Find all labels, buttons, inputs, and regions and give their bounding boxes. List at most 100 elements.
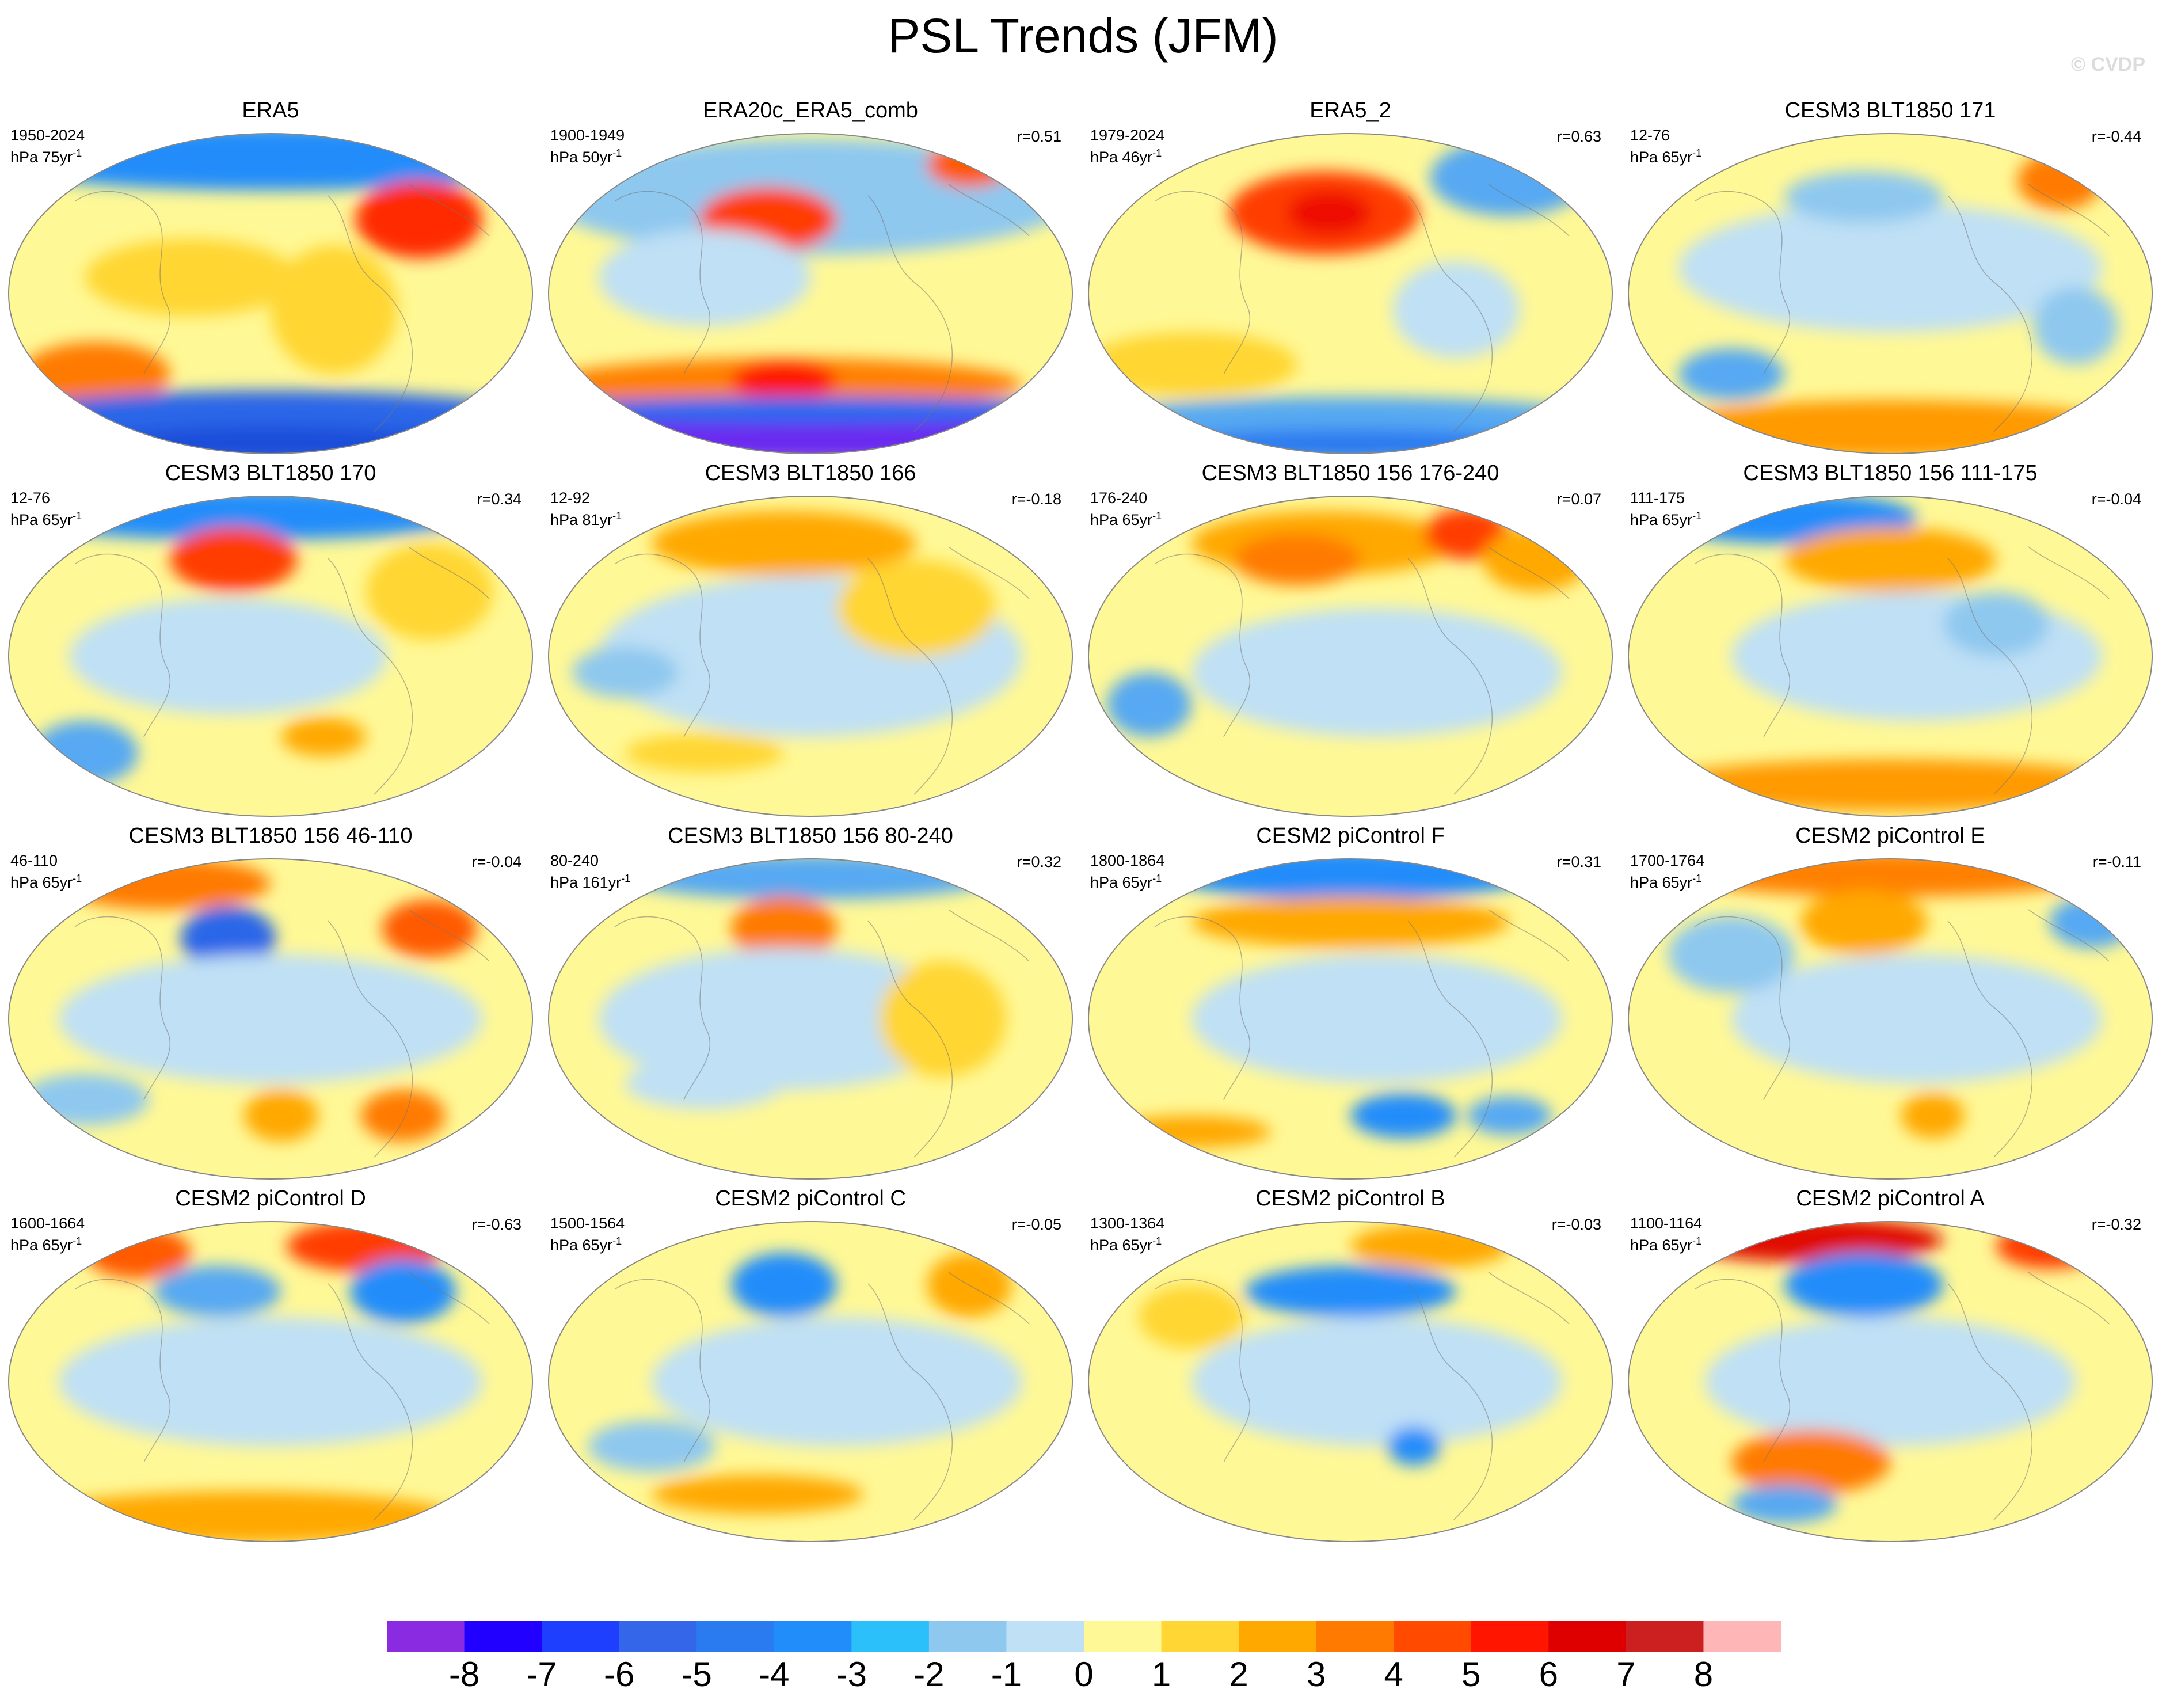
colorbar-tick-label: 0 bbox=[1074, 1655, 1094, 1694]
panel-info: 1700-1764 hPa 65yr-1 bbox=[1630, 852, 1704, 892]
map-panel: CESM3 BLT1850 156 176-240 176-240 hPa 65yr… bbox=[1080, 461, 1621, 817]
map-panel: CESM3 BLT1850 166 12-92 hPa 81yr-1 r=-0.18 bbox=[540, 461, 1081, 817]
panel-years: 1500-1564 bbox=[550, 1215, 625, 1232]
trend-anomaly bbox=[2033, 287, 2118, 365]
globe-outline bbox=[548, 858, 1073, 1180]
trend-anomaly bbox=[1731, 1430, 1890, 1494]
trend-anomaly bbox=[652, 511, 916, 576]
trend-anomaly bbox=[1800, 890, 1928, 954]
panel-units-exponent: -1 bbox=[612, 147, 622, 159]
trend-anomaly bbox=[599, 229, 810, 326]
panel-units-exponent: -1 bbox=[612, 510, 622, 522]
colorbar-tick-label: 4 bbox=[1384, 1655, 1403, 1694]
panel-info: 12-76 hPa 65yr-1 bbox=[10, 489, 82, 529]
panel-units-base: hPa 65yr bbox=[1090, 511, 1153, 528]
trend-anomaly bbox=[1192, 1317, 1562, 1446]
panel-units-exponent: -1 bbox=[1692, 510, 1702, 522]
trend-anomaly bbox=[731, 1253, 837, 1317]
map-panel: CESM3 BLT1850 156 111-175 111-175 hPa 65yr… bbox=[1620, 461, 2161, 817]
coastline bbox=[74, 184, 490, 432]
colorbar-tick-label: -7 bbox=[526, 1655, 557, 1694]
globe-map bbox=[1088, 858, 1613, 1180]
trend-anomaly bbox=[1678, 859, 2102, 897]
panel-units-exponent: -1 bbox=[73, 147, 82, 159]
colorbar-swatch bbox=[619, 1621, 697, 1652]
panel-grid: ERA5 1950-2024 hPa 75yr-1 ERA20c_ERA5_comb 1… bbox=[8, 98, 2161, 1543]
panel-info: 1800-1864 hPa 65yr-1 bbox=[1090, 852, 1164, 892]
panel-years: 1700-1764 bbox=[1630, 852, 1705, 869]
panel-units: hPa 65yr-1 bbox=[1090, 1233, 1164, 1254]
colorbar-tick-label: 5 bbox=[1461, 1655, 1481, 1694]
globe-map bbox=[1628, 496, 2153, 817]
panel-info: 1500-1564 hPa 65yr-1 bbox=[550, 1215, 625, 1254]
globe-map bbox=[1628, 1221, 2153, 1542]
panel-units: hPa 161yr-1 bbox=[550, 870, 630, 892]
colorbar-tick-label: 2 bbox=[1229, 1655, 1248, 1694]
panel-units-base: hPa 75yr bbox=[10, 149, 73, 166]
panel-units-exponent: -1 bbox=[1152, 510, 1162, 522]
panel-info: 1979-2024 hPa 46yr-1 bbox=[1090, 127, 1164, 166]
panel-units-base: hPa 65yr bbox=[1630, 1237, 1693, 1254]
trend-anomaly bbox=[1286, 190, 1372, 236]
trend-anomaly bbox=[1483, 527, 1589, 592]
colorbar-swatch bbox=[1161, 1621, 1239, 1652]
globe-outline bbox=[548, 496, 1073, 817]
panel-title: ERA5_2 bbox=[1310, 98, 1391, 123]
trend-anomaly bbox=[366, 543, 493, 640]
globe-outline bbox=[1088, 496, 1613, 817]
trend-anomaly bbox=[1784, 527, 1996, 592]
colorbar-swatch bbox=[1626, 1621, 1704, 1652]
trend-anomaly bbox=[1165, 859, 1536, 900]
trend-anomaly bbox=[1106, 672, 1192, 737]
colorbar-tick-label: 6 bbox=[1539, 1655, 1559, 1694]
panel-title: CESM3 BLT1850 156 176-240 bbox=[1201, 461, 1499, 485]
panel-correlation: r=0.32 bbox=[1017, 853, 1061, 870]
trend-anomaly bbox=[170, 527, 297, 592]
panel-units: hPa 75yr-1 bbox=[10, 144, 85, 166]
trend-anomaly bbox=[1784, 171, 1943, 223]
trend-anomaly bbox=[879, 961, 1007, 1077]
colorbar-tick-label: 1 bbox=[1151, 1655, 1171, 1694]
globe-outline bbox=[1628, 858, 2153, 1180]
globe-outline bbox=[1088, 133, 1613, 454]
coastline bbox=[1694, 909, 2110, 1158]
panel-units-exponent: -1 bbox=[1152, 147, 1162, 159]
panel-correlation: r=0.51 bbox=[1017, 128, 1061, 145]
panel-title: CESM3 BLT1850 171 bbox=[1784, 98, 1996, 123]
trend-anomaly bbox=[355, 181, 482, 258]
globe-outline bbox=[1628, 1221, 2153, 1542]
panel-units: hPa 65yr-1 bbox=[1090, 507, 1162, 529]
panel-correlation: r=-0.05 bbox=[1011, 1216, 1061, 1233]
panel-years: 176-240 bbox=[1090, 489, 1148, 507]
trend-anomaly bbox=[1088, 332, 1297, 397]
globe-map bbox=[1088, 496, 1613, 817]
trend-anomaly bbox=[1652, 759, 2129, 811]
panel-units: hPa 46yr-1 bbox=[1090, 144, 1164, 166]
colorbar-tick-label: -3 bbox=[836, 1655, 867, 1694]
panel-title: CESM2 piControl E bbox=[1795, 824, 1985, 848]
coastline bbox=[1154, 909, 1570, 1158]
colorbar-tick-label: -8 bbox=[448, 1655, 480, 1694]
panel-info: 176-240 hPa 65yr-1 bbox=[1090, 489, 1162, 529]
map-panel: CESM2 piControl A 1100-1164 hPa 65yr-1 r=-0… bbox=[1620, 1186, 2161, 1543]
panel-years: 1300-1364 bbox=[1090, 1215, 1165, 1232]
trend-anomaly bbox=[85, 425, 456, 454]
trend-anomaly bbox=[69, 598, 387, 714]
panel-years: 111-175 bbox=[1630, 489, 1685, 507]
trend-anomaly bbox=[1731, 1485, 1837, 1524]
panel-units: hPa 65yr-1 bbox=[1630, 144, 1701, 166]
trend-anomaly bbox=[85, 238, 297, 317]
panel-title: CESM3 BLT1850 170 bbox=[165, 461, 376, 485]
panel-title: CESM3 BLT1850 156 46-110 bbox=[128, 824, 413, 848]
panel-years: 1100-1164 bbox=[1630, 1215, 1703, 1232]
panel-correlation: r=-0.32 bbox=[2091, 1216, 2141, 1233]
coastline bbox=[74, 909, 490, 1158]
panel-correlation: r=-0.11 bbox=[2092, 853, 2141, 870]
panel-title: ERA5 bbox=[242, 98, 299, 123]
colorbar-swatch bbox=[851, 1621, 930, 1652]
trend-anomaly bbox=[572, 646, 678, 698]
panel-correlation: r=0.63 bbox=[1556, 128, 1601, 145]
trend-anomaly bbox=[1139, 1285, 1244, 1349]
globe-outline bbox=[1088, 858, 1613, 1180]
panel-units-exponent: -1 bbox=[73, 873, 82, 884]
